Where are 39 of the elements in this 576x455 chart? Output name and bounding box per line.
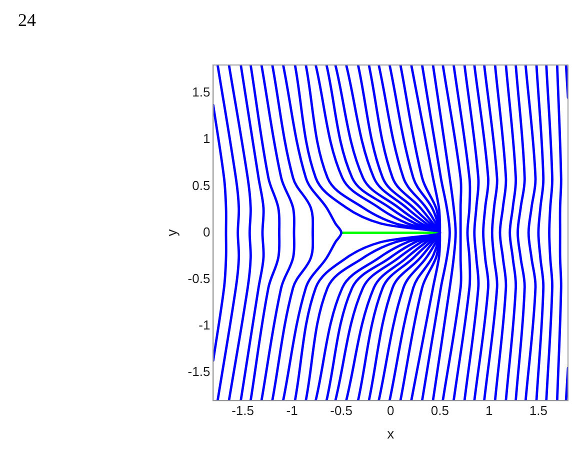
y-axis-title: y [163,229,180,236]
line-series [442,65,462,401]
y-tick-label: -1 [198,318,210,333]
line-series [240,65,265,401]
y-tick-label: -0.5 [188,270,210,286]
x-tick-label: 0 [386,402,394,418]
x-tick-label: -0.5 [330,402,353,418]
line-series [249,65,281,401]
line-series [216,65,240,401]
line-series [282,65,343,401]
line-series [494,65,508,401]
y-tick-label: -1.5 [188,364,210,380]
line-series [228,65,252,401]
line-series [452,65,472,401]
line-series [524,65,537,401]
line-series [514,65,526,401]
y-tick-label: 0.5 [192,178,210,193]
x-tick-label: 1 [486,402,493,418]
line-series [556,65,562,401]
x-tick-label: 0.5 [430,402,449,418]
x-tick-label: -1.5 [232,402,254,418]
line-series [260,65,296,401]
x-axis-title: x [387,425,394,442]
line-series [483,65,498,401]
x-tick-label: 1.5 [529,402,548,418]
line-series [473,65,490,401]
line-series [545,65,554,401]
line-series [463,65,480,401]
y-tick-label: 1.5 [192,84,210,100]
line-series [535,65,545,401]
y-tick-label: 0 [202,224,210,240]
x-tick-label: -1 [286,402,298,418]
text: 24 [18,10,36,31]
line-series [432,65,457,401]
line-series [213,104,228,362]
y-tick-label: 1 [202,131,210,146]
line-series [504,65,518,401]
line-series [271,65,314,401]
line-series [420,65,451,401]
